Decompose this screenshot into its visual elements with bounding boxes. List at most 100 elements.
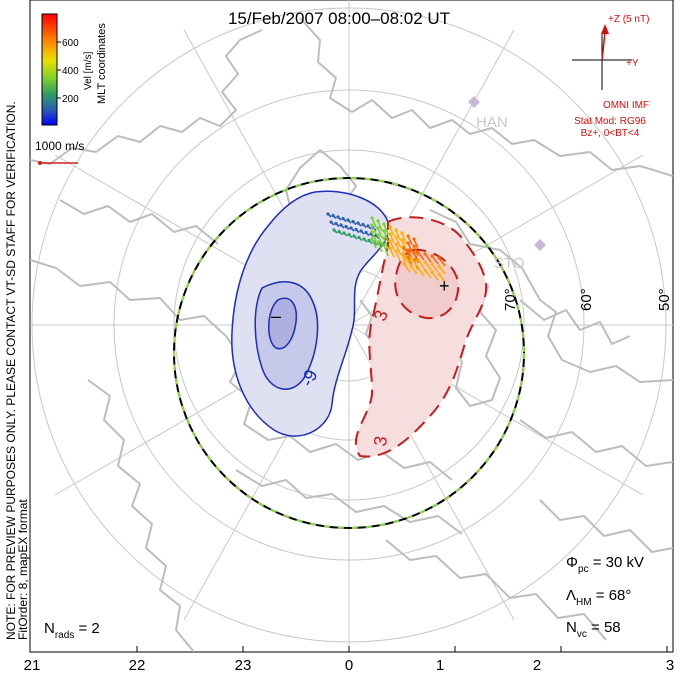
- latitude-label-50: 50°: [656, 288, 673, 311]
- velocity-vector-origin: [332, 228, 335, 231]
- velocity-vector-origin: [437, 256, 440, 259]
- velocity-vector-origin: [364, 231, 367, 234]
- mlt-tick-2: 2: [533, 657, 541, 674]
- velocity-vector-origin: [402, 254, 405, 257]
- potential-maximum-mark: +: [439, 276, 450, 296]
- phi-value: = 30 kV: [589, 554, 644, 571]
- fit-order-note: FitOrder: 8, mapEX format: [16, 499, 30, 640]
- velocity-vector-origin: [412, 237, 415, 240]
- velocity-vector-origin: [376, 233, 379, 236]
- velocity-vector-origin: [400, 231, 403, 234]
- velocity-vector-origin: [430, 262, 433, 265]
- nvc-value: = 58: [587, 619, 621, 636]
- velocity-vector-origin: [406, 234, 409, 237]
- phi-symbol: Φ: [566, 554, 578, 571]
- velocity-vector-origin: [376, 226, 379, 229]
- stat-model-condition: Bz+, 0<BT<4: [581, 128, 640, 139]
- velocity-vector-origin: [376, 219, 379, 222]
- colorbar-label: Vel [m/s]: [83, 51, 94, 90]
- velocity-vector-origin: [370, 237, 373, 240]
- nrads-value: = 2: [74, 620, 99, 637]
- velocity-vector-origin: [349, 226, 352, 229]
- map-canvas: HAN STO – -9 + 3 3 70° 60° 50° 15/Feb/20…: [0, 0, 680, 674]
- mlt-tick-23: 23: [235, 657, 252, 674]
- velocity-vector-origin: [337, 230, 340, 233]
- convection-map-figure: HAN STO – -9 + 3 3 70° 60° 50° 15/Feb/20…: [0, 0, 680, 674]
- lambda-symbol: Λ: [566, 587, 576, 604]
- velocity-vector-origin: [342, 231, 345, 234]
- nrads-subscript: rads: [55, 630, 74, 641]
- velocity-vector-origin: [430, 270, 433, 273]
- velocity-vector-origin: [352, 234, 355, 237]
- velocity-vector-origin: [400, 238, 403, 241]
- velocity-vector-origin: [409, 248, 412, 251]
- station-label-sto: STO: [494, 255, 525, 272]
- station-label-han: HAN: [476, 114, 508, 131]
- colorbar-tick-400: 400: [62, 66, 79, 77]
- velocity-vector-origin: [409, 264, 412, 267]
- velocity-vector-origin: [388, 246, 391, 249]
- nrads-symbol: N: [44, 620, 55, 637]
- velocity-vector-origin: [326, 212, 329, 215]
- velocity-vector-origin: [331, 214, 334, 217]
- colorbar-scale: [42, 14, 57, 125]
- velocity-vector-origin: [412, 244, 415, 247]
- velocity-vector-origin: [423, 260, 426, 263]
- velocity-vector-origin: [341, 217, 344, 220]
- velocity-vector-origin: [356, 221, 359, 224]
- velocity-vector-origin: [388, 239, 391, 242]
- velocity-vector-origin: [423, 268, 426, 271]
- phi-subscript: pc: [578, 564, 589, 575]
- velocity-vector-origin: [416, 258, 419, 261]
- velocity-vector-origin: [388, 232, 391, 235]
- velocity-vector-origin: [344, 225, 347, 228]
- velocity-vector-origin: [382, 229, 385, 232]
- velocity-vector-origin: [359, 229, 362, 232]
- mlt-tick-0: 0: [345, 657, 353, 674]
- velocity-vector-origin: [376, 240, 379, 243]
- lambda-value: = 68°: [592, 587, 632, 604]
- mlt-tick-21: 21: [24, 657, 41, 674]
- velocity-vector-origin: [370, 216, 373, 219]
- velocity-vector-origin: [394, 228, 397, 231]
- velocity-vector-origin: [347, 233, 350, 236]
- velocity-vector-origin: [334, 222, 337, 225]
- velocity-vector-origin: [416, 250, 419, 253]
- nvc-subscript: vc: [577, 629, 587, 640]
- velocity-vector-origin: [394, 242, 397, 245]
- velocity-vector-origin: [354, 228, 357, 231]
- velocity-vector-origin: [430, 254, 433, 257]
- imf-z-label: +Z (5 nT): [608, 14, 649, 25]
- velocity-vector-origin: [370, 223, 373, 226]
- velocity-vector-origin: [339, 223, 342, 226]
- velocity-vector-origin: [370, 230, 373, 233]
- stat-model-label: Stat Mod: RG96: [574, 116, 646, 127]
- velocity-vector-origin: [361, 223, 364, 226]
- lambda-subscript: HM: [576, 597, 592, 608]
- velocity-vector-origin: [402, 262, 405, 265]
- latitude-label-70: 70°: [502, 288, 519, 311]
- latitude-label-60: 60°: [578, 288, 595, 311]
- potential-minimum-mark: –: [271, 306, 281, 326]
- nvc-symbol: N: [566, 619, 577, 636]
- velocity-vector-origin: [416, 266, 419, 269]
- velocity-vector-origin: [394, 249, 397, 252]
- mlt-tick-22: 22: [129, 657, 146, 674]
- velocity-vector-origin: [346, 218, 349, 221]
- mlt-tick-3: 3: [666, 657, 674, 674]
- velocity-vector-origin: [394, 235, 397, 238]
- velocity-vector-origin: [336, 215, 339, 218]
- velocity-vector-origin: [366, 224, 369, 227]
- velocity-vector-origin: [367, 239, 370, 242]
- mlt-tick-1: 1: [436, 657, 444, 674]
- velocity-vector-origin: [329, 220, 332, 223]
- imf-y-label: +Y: [626, 58, 639, 69]
- colorbar-tick-200: 200: [62, 94, 79, 105]
- velocity-vector-origin: [362, 237, 365, 240]
- colorbar-tick-600: 600: [62, 38, 79, 49]
- velocity-vector-origin: [351, 220, 354, 223]
- velocity-vector-origin: [357, 236, 360, 239]
- coordinate-system-label: MLT coordinates: [96, 23, 108, 104]
- velocity-vector-origin: [409, 256, 412, 259]
- velocity-vector-origin: [382, 236, 385, 239]
